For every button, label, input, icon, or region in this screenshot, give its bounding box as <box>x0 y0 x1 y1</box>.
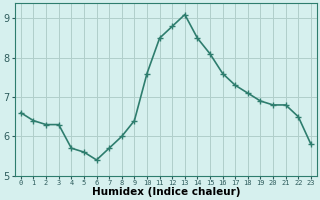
X-axis label: Humidex (Indice chaleur): Humidex (Indice chaleur) <box>92 187 240 197</box>
